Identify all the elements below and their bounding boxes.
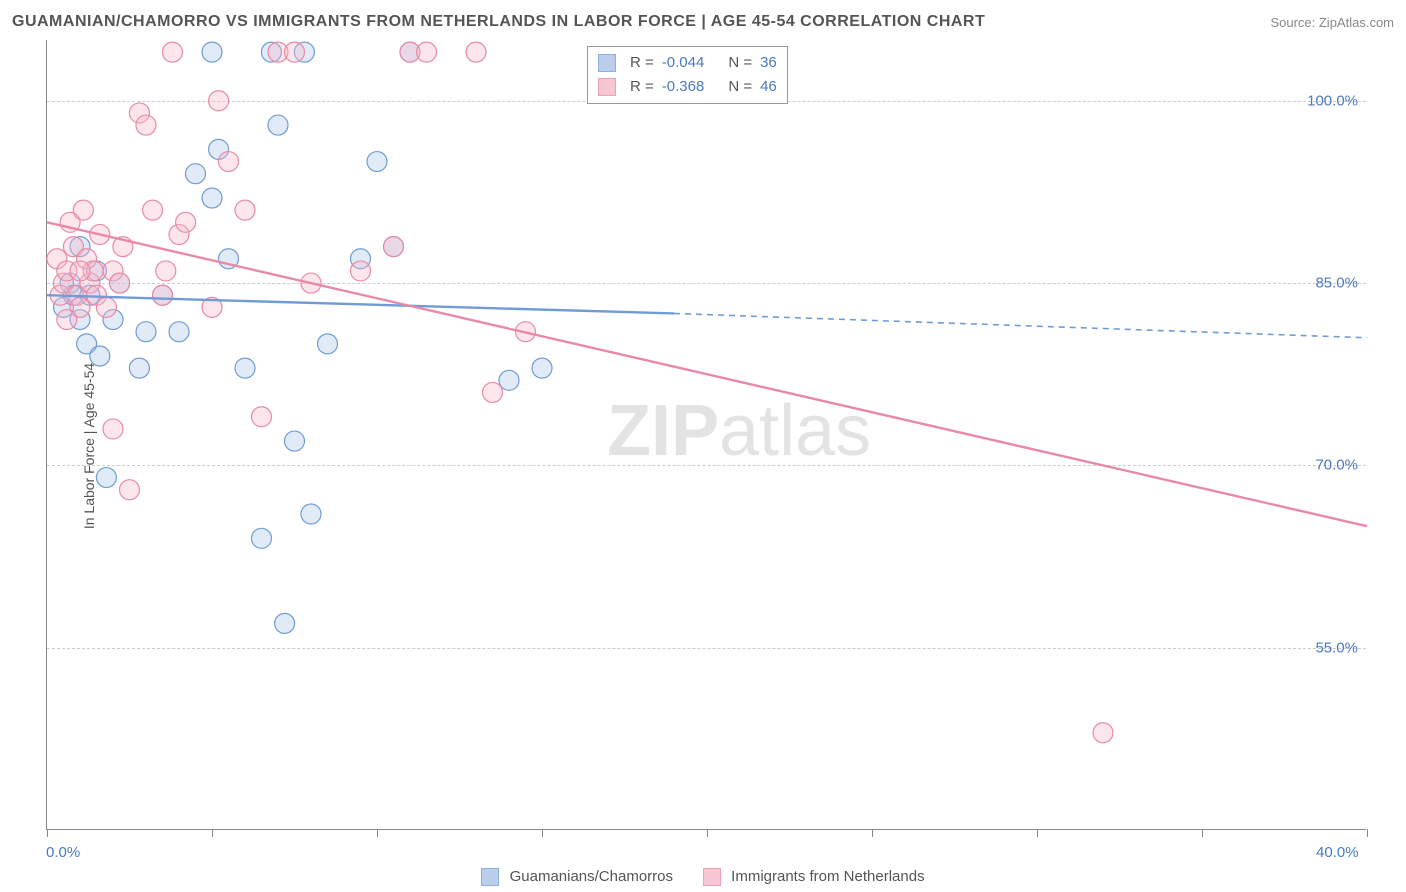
scatter-point — [351, 261, 371, 281]
source-label: Source: ZipAtlas.com — [1270, 15, 1394, 30]
legend-label: Immigrants from Netherlands — [731, 868, 924, 885]
scatter-point — [129, 358, 149, 378]
chart-title: GUAMANIAN/CHAMORRO VS IMMIGRANTS FROM NE… — [12, 13, 985, 31]
n-value: 36 — [760, 51, 777, 75]
scatter-point — [499, 370, 519, 390]
scatter-point — [483, 382, 503, 402]
legend-label: Guamanians/Chamorros — [510, 868, 673, 885]
x-tick — [1037, 829, 1038, 837]
stats-row: R = -0.368 N = 46 — [598, 75, 777, 99]
r-label: R = — [630, 75, 654, 99]
scatter-point — [162, 42, 182, 62]
scatter-point — [90, 346, 110, 366]
scatter-point — [202, 42, 222, 62]
legend-item-guamanians: Guamanians/Chamorros — [481, 868, 673, 886]
scatter-point — [1093, 723, 1113, 743]
scatter-point — [136, 115, 156, 135]
scatter-point — [235, 200, 255, 220]
scatter-point — [466, 42, 486, 62]
scatter-point — [103, 419, 123, 439]
n-label: N = — [728, 75, 752, 99]
legend-item-netherlands: Immigrants from Netherlands — [703, 868, 925, 886]
x-tick — [872, 829, 873, 837]
x-tick — [377, 829, 378, 837]
x-tick-label: 40.0% — [1316, 844, 1359, 861]
scatter-point — [367, 152, 387, 172]
r-value: -0.044 — [662, 51, 705, 75]
scatter-point — [143, 200, 163, 220]
scatter-point — [73, 200, 93, 220]
scatter-point — [532, 358, 552, 378]
x-tick-label: 0.0% — [46, 844, 80, 861]
scatter-point — [268, 115, 288, 135]
scatter-point — [252, 528, 272, 548]
legend-swatch-icon — [481, 868, 499, 886]
n-label: N = — [728, 51, 752, 75]
scatter-point — [285, 42, 305, 62]
scatter-point — [235, 358, 255, 378]
x-tick — [1367, 829, 1368, 837]
x-tick — [1202, 829, 1203, 837]
legend-swatch-icon — [598, 54, 616, 72]
scatter-point — [252, 407, 272, 427]
scatter-point — [219, 152, 239, 172]
scatter-point — [169, 322, 189, 342]
scatter-point — [96, 297, 116, 317]
x-tick — [212, 829, 213, 837]
scatter-point — [136, 322, 156, 342]
scatter-point — [186, 164, 206, 184]
legend-swatch-icon — [598, 78, 616, 96]
scatter-point — [110, 273, 130, 293]
stats-legend-box: R = -0.044 N = 36 R = -0.368 N = 46 — [587, 46, 788, 104]
chart-plot-area: 55.0%70.0%85.0%100.0% ZIPatlas R =-0.044… — [46, 40, 1366, 830]
scatter-point — [70, 261, 90, 281]
bottom-legend: Guamanians/Chamorros Immigrants from Net… — [0, 868, 1406, 886]
scatter-point — [202, 188, 222, 208]
scatter-point — [301, 504, 321, 524]
scatter-point — [156, 261, 176, 281]
scatter-svg — [47, 40, 1367, 830]
scatter-point — [285, 431, 305, 451]
r-label: R = — [630, 51, 654, 75]
scatter-point — [209, 91, 229, 111]
scatter-point — [417, 42, 437, 62]
scatter-point — [176, 212, 196, 232]
stats-row: R = -0.044 N = 36 — [598, 51, 777, 75]
scatter-point — [384, 237, 404, 257]
scatter-point — [57, 310, 77, 330]
trend-line — [47, 295, 674, 313]
scatter-point — [318, 334, 338, 354]
x-tick — [707, 829, 708, 837]
x-tick — [47, 829, 48, 837]
scatter-point — [120, 480, 140, 500]
n-value: 46 — [760, 75, 777, 99]
legend-swatch-icon — [703, 868, 721, 886]
scatter-point — [153, 285, 173, 305]
trend-line-extrapolated — [674, 313, 1367, 337]
scatter-point — [275, 613, 295, 633]
scatter-point — [96, 468, 116, 488]
x-tick — [542, 829, 543, 837]
r-value: -0.368 — [662, 75, 705, 99]
